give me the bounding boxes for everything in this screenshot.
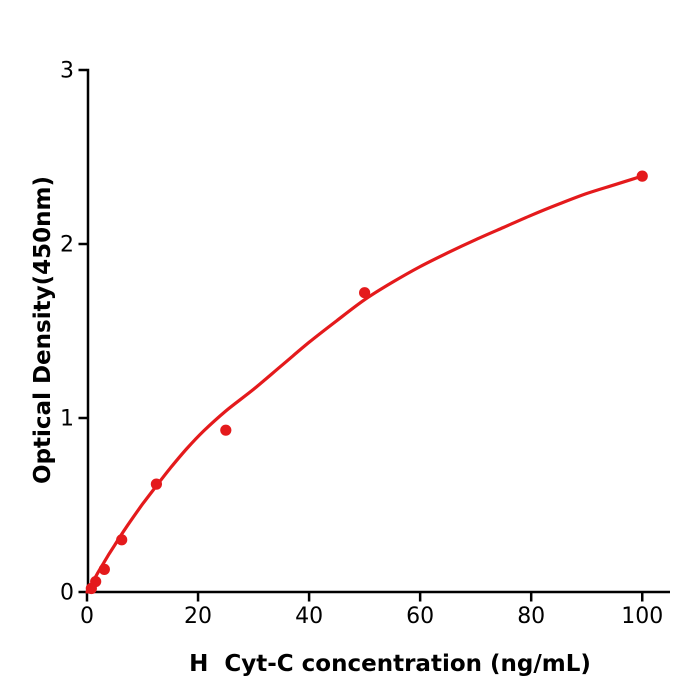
fit-curve-line — [85, 174, 644, 594]
x-tick-label: 80 — [517, 604, 545, 629]
data-point — [359, 287, 371, 299]
x-axis-title: H Cyt-C concentration (ng/mL) — [189, 651, 591, 677]
x-tick-label: 60 — [406, 604, 434, 629]
x-tick-label: 100 — [621, 604, 663, 629]
x-tick-label: 40 — [295, 604, 323, 629]
x-tick-label: 20 — [184, 604, 212, 629]
y-axis-title: Optical Density(450nm) — [30, 176, 57, 484]
y-tick-label: 3 — [60, 59, 74, 84]
y-axis-title-box: Optical Density(450nm) — [20, 150, 66, 510]
data-point — [220, 424, 232, 436]
y-tick-label: 1 — [60, 407, 74, 432]
y-tick-label: 2 — [60, 233, 74, 258]
y-tick-label: 0 — [60, 581, 74, 606]
x-tick-label: 0 — [80, 604, 94, 629]
